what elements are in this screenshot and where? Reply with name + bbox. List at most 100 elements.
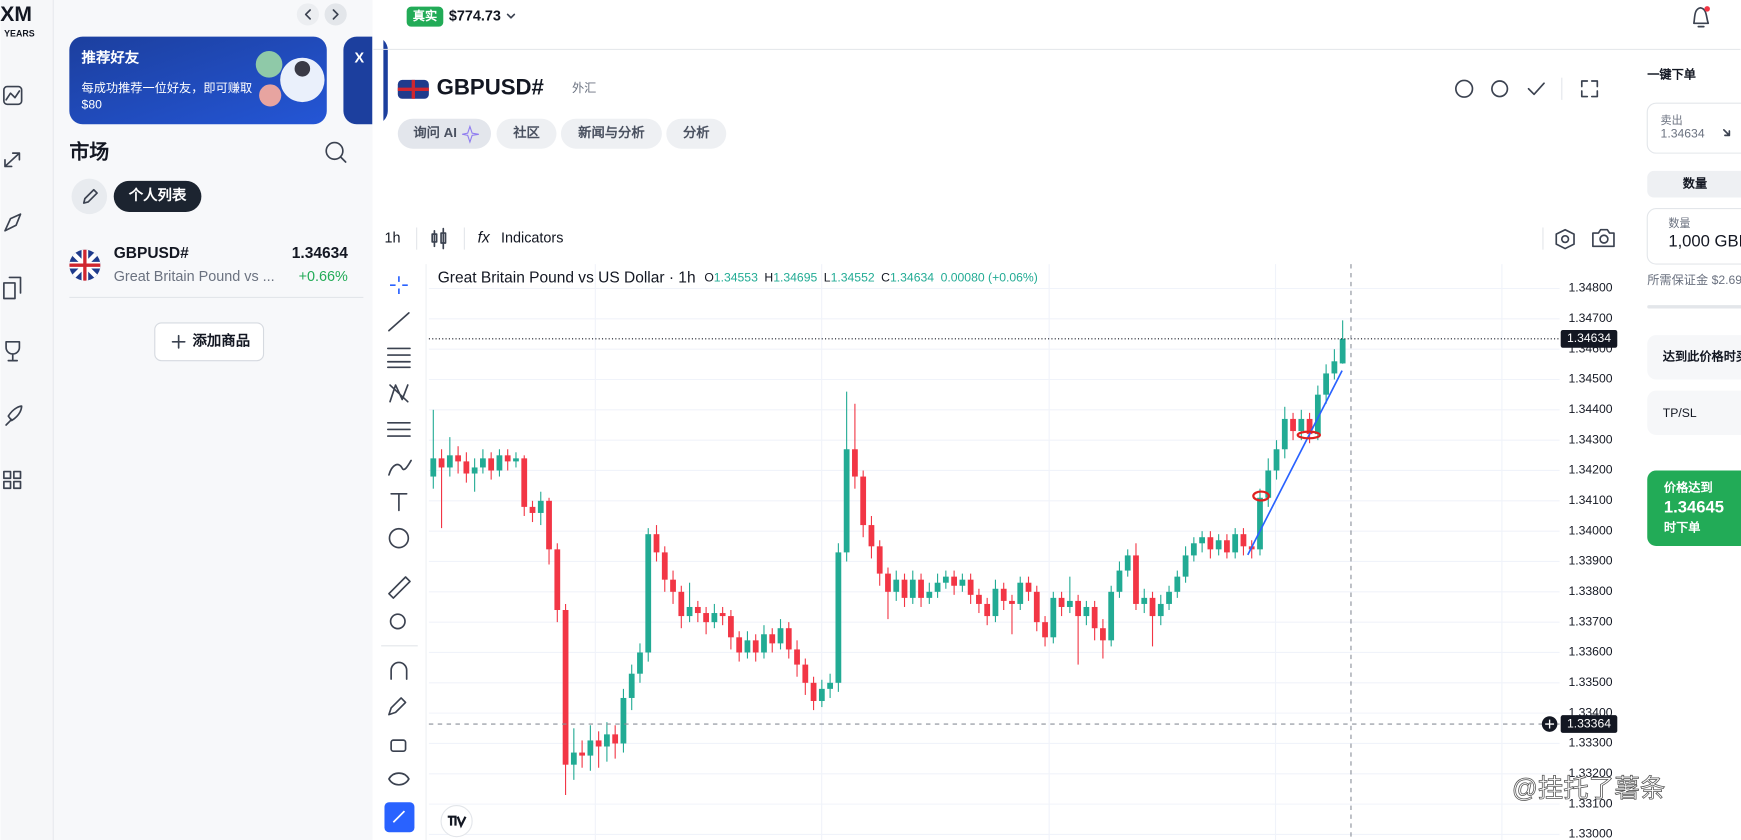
candle-body bbox=[852, 449, 858, 477]
y-tick-label: 1.33100 bbox=[1568, 796, 1612, 810]
check-button[interactable] bbox=[1527, 82, 1545, 96]
candle-body bbox=[521, 458, 528, 507]
candle-body bbox=[1331, 361, 1338, 374]
bell[interactable] bbox=[1693, 6, 1710, 28]
tool-emoji[interactable] bbox=[388, 527, 410, 549]
tab[interactable] bbox=[496, 118, 557, 149]
candle-body bbox=[537, 500, 544, 513]
y-tick-label: 1.33200 bbox=[1568, 766, 1612, 780]
tool-lock-draw[interactable] bbox=[388, 697, 407, 716]
list-tab[interactable] bbox=[113, 180, 202, 212]
nav-trade[interactable] bbox=[4, 152, 21, 168]
candle-body bbox=[744, 640, 751, 653]
candle-body bbox=[703, 613, 709, 623]
candle-body bbox=[1298, 418, 1305, 432]
nav-rewards[interactable] bbox=[5, 340, 21, 362]
tool-ruler[interactable] bbox=[388, 576, 411, 599]
add-button[interactable] bbox=[154, 322, 265, 362]
tool-pattern[interactable] bbox=[389, 384, 409, 403]
fullscreen-button[interactable] bbox=[1580, 80, 1599, 98]
candle-body bbox=[942, 576, 949, 583]
candle-body bbox=[546, 500, 552, 550]
margin: 所需保证金 $2.69 bbox=[1647, 272, 1741, 287]
tool-visibility[interactable] bbox=[388, 772, 410, 786]
account-badge[interactable] bbox=[406, 6, 444, 27]
candle-body bbox=[1314, 394, 1321, 435]
banner-text: 每成功推荐一位好友，即可赚取 bbox=[82, 80, 253, 95]
qty-tab[interactable] bbox=[1647, 170, 1741, 198]
nav-copy[interactable] bbox=[3, 276, 22, 300]
snapshot-lens bbox=[1599, 234, 1609, 244]
indicators[interactable]: Indicators bbox=[501, 230, 563, 246]
settings-button[interactable] bbox=[1555, 228, 1575, 250]
nav-launch[interactable] bbox=[5, 405, 23, 426]
banner-next[interactable] bbox=[324, 3, 347, 26]
legend-change: 0.00080 (+0.06%) bbox=[941, 271, 1038, 285]
candle-body bbox=[1083, 606, 1090, 617]
candle-body bbox=[1281, 418, 1288, 450]
candle-body bbox=[951, 576, 957, 586]
tool-lock[interactable] bbox=[390, 739, 407, 753]
nav-chart[interactable] bbox=[3, 85, 23, 106]
tab[interactable] bbox=[560, 118, 662, 149]
edit-button[interactable] bbox=[71, 178, 108, 215]
candles bbox=[428, 320, 1560, 796]
candle-body bbox=[686, 606, 693, 617]
qty-tab-label: 数量 bbox=[1682, 175, 1707, 190]
candle-body bbox=[1306, 418, 1313, 435]
tab-label: 新闻与分析 bbox=[578, 124, 644, 140]
crosshair-add-icon bbox=[1545, 719, 1555, 729]
tool-zoom[interactable] bbox=[389, 613, 406, 630]
snapshot-button[interactable] bbox=[1592, 228, 1615, 248]
tool-fib[interactable] bbox=[386, 347, 411, 369]
watchlist-row[interactable]: GBPUSD# 1.34634 Great Britain Pound vs .… bbox=[69, 245, 348, 285]
balance[interactable]: $774.73 bbox=[449, 8, 501, 24]
nav-apps[interactable] bbox=[3, 470, 22, 490]
candle-body bbox=[976, 594, 982, 604]
banner-avatar bbox=[255, 51, 283, 78]
candle-body bbox=[1042, 622, 1048, 638]
search[interactable] bbox=[325, 141, 347, 163]
annotation-ellipse bbox=[1252, 490, 1270, 502]
account-badge-label: 真实 bbox=[413, 8, 437, 23]
candle-body bbox=[1240, 534, 1247, 547]
sell-card[interactable] bbox=[1646, 102, 1741, 154]
y-tick-label: 1.33700 bbox=[1568, 614, 1612, 628]
candle-body bbox=[728, 616, 734, 638]
interval[interactable]: 1h bbox=[384, 230, 400, 246]
candle-body bbox=[513, 458, 519, 462]
tpsl-card[interactable] bbox=[1647, 390, 1741, 435]
info-button[interactable] bbox=[1455, 79, 1474, 98]
candle-body bbox=[620, 697, 627, 744]
tab[interactable] bbox=[666, 118, 727, 149]
tab[interactable] bbox=[397, 118, 492, 149]
tv-logo bbox=[440, 805, 473, 838]
banner-prev[interactable] bbox=[296, 3, 320, 26]
tool-projection[interactable] bbox=[386, 421, 411, 437]
candle-body bbox=[719, 613, 726, 617]
order-button[interactable] bbox=[1647, 470, 1741, 546]
candle-body bbox=[1017, 582, 1024, 604]
qty-input[interactable] bbox=[1646, 208, 1741, 265]
candle-body bbox=[455, 455, 461, 462]
tool-line[interactable] bbox=[388, 312, 410, 332]
change: +0.66% bbox=[299, 269, 348, 285]
chart-type-button[interactable] bbox=[431, 227, 447, 250]
banner[interactable]: 推荐好友 每成功推荐一位好友，即可赚取 $80 bbox=[69, 36, 327, 125]
nav-explore[interactable] bbox=[4, 213, 22, 232]
banner-title: 推荐好友 bbox=[82, 49, 140, 67]
candle-body bbox=[1166, 591, 1172, 604]
slider[interactable] bbox=[1647, 305, 1741, 309]
tool-text[interactable] bbox=[390, 492, 408, 512]
tab-label: 社区 bbox=[512, 124, 540, 140]
alarm-button[interactable] bbox=[1491, 80, 1509, 98]
candle-body bbox=[1066, 600, 1073, 607]
limit-card[interactable] bbox=[1647, 335, 1741, 380]
order-panel: 一键下单 卖出 1.34634 数量 数量 1,000 GBP 所需保证金 $2… bbox=[1646, 67, 1741, 546]
tool-brush[interactable] bbox=[388, 459, 412, 476]
tool-magnet[interactable] bbox=[390, 661, 408, 680]
candle-body bbox=[1323, 373, 1330, 395]
tool-crosshair[interactable] bbox=[390, 276, 408, 295]
